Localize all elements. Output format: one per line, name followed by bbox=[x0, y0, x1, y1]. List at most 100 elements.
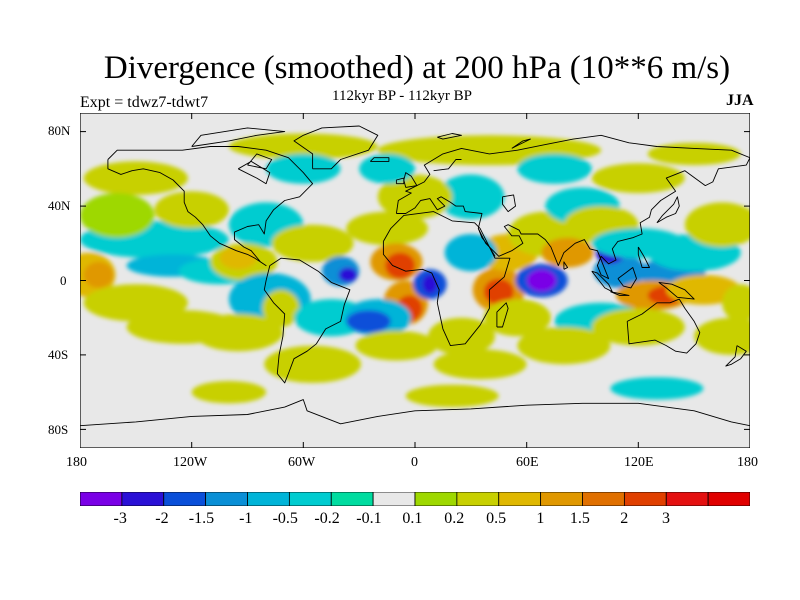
field-cell bbox=[346, 310, 391, 333]
coastline bbox=[477, 228, 496, 257]
field-cell bbox=[591, 308, 685, 346]
field-cell bbox=[526, 269, 557, 292]
field-cell bbox=[541, 237, 594, 268]
field-cell bbox=[338, 267, 358, 283]
field-cell bbox=[271, 224, 354, 262]
coastline bbox=[433, 159, 462, 172]
colorbar-label: -1.5 bbox=[188, 510, 215, 527]
coastline bbox=[395, 177, 405, 185]
colorbar bbox=[80, 492, 750, 506]
colorbar-label: -0.2 bbox=[314, 510, 340, 527]
coastline bbox=[293, 125, 379, 170]
colorbar-label: -1 bbox=[239, 510, 253, 527]
field-cell bbox=[193, 314, 283, 352]
field-cell bbox=[80, 193, 155, 238]
coastline bbox=[656, 196, 680, 224]
coastline bbox=[395, 134, 750, 280]
lat-label-eq: 0 bbox=[60, 273, 67, 288]
colorbar-swatch bbox=[288, 492, 332, 506]
colorbar-swatch bbox=[456, 492, 500, 506]
lon-label-180w: 180 bbox=[66, 455, 87, 470]
colorbar-label: 0.2 bbox=[444, 510, 465, 527]
field-cell bbox=[433, 349, 527, 380]
colorbar-swatch bbox=[665, 492, 709, 506]
coastline bbox=[626, 298, 701, 354]
lon-label-0: 0 bbox=[411, 455, 418, 470]
colorbar-label: -3 bbox=[113, 510, 127, 527]
coastline bbox=[511, 138, 531, 149]
lon-label-60w: 60W bbox=[288, 455, 316, 470]
colorbar-label: -2 bbox=[155, 510, 169, 527]
field-cell bbox=[355, 330, 438, 361]
colorbar-swatches bbox=[80, 492, 750, 506]
coastline bbox=[658, 281, 695, 300]
lon-label-120e: 120E bbox=[624, 455, 654, 470]
field-cell bbox=[437, 174, 505, 220]
coastline bbox=[496, 302, 509, 328]
field-cell bbox=[517, 153, 592, 184]
field-cell bbox=[83, 161, 188, 195]
field-cell bbox=[266, 153, 341, 184]
coastline bbox=[247, 153, 273, 170]
field-cell bbox=[647, 142, 741, 166]
field-cell bbox=[444, 234, 497, 272]
colorbar-label: 0.1 bbox=[402, 510, 423, 527]
colorbar-label: 0.5 bbox=[486, 510, 507, 527]
field-cell bbox=[385, 252, 415, 279]
colorbar-swatch bbox=[247, 492, 290, 506]
colorbar-label: -0.1 bbox=[356, 510, 382, 527]
field-cell bbox=[359, 153, 415, 184]
field-cell bbox=[517, 327, 611, 365]
coastline bbox=[563, 261, 569, 270]
field-cell bbox=[684, 202, 750, 247]
divergence-map bbox=[80, 113, 750, 448]
colorbar-swatch bbox=[372, 492, 416, 506]
field-cell bbox=[483, 278, 514, 305]
coastline bbox=[237, 160, 271, 185]
colorbar-label: 1.5 bbox=[569, 510, 590, 527]
field-cell bbox=[722, 284, 750, 322]
coastline bbox=[80, 399, 750, 427]
coastline bbox=[263, 257, 351, 384]
field-cell bbox=[405, 384, 499, 408]
lon-label-180e: 180 bbox=[737, 455, 758, 470]
colorbar-swatch bbox=[540, 492, 583, 506]
colorbar-swatch bbox=[330, 492, 374, 506]
colorbar-swatch bbox=[163, 492, 207, 506]
season-label: JJA bbox=[726, 92, 754, 109]
field-cell bbox=[694, 317, 750, 355]
field-cell bbox=[191, 381, 267, 404]
field-cell bbox=[610, 377, 704, 400]
coastline bbox=[502, 194, 516, 213]
coastline bbox=[191, 127, 286, 147]
field-cell bbox=[666, 274, 741, 305]
experiment-label: Expt = tdwz7-tdwt7 bbox=[80, 94, 209, 111]
lat-label-40n: 40N bbox=[48, 198, 71, 213]
colorbar-swatch bbox=[80, 492, 123, 506]
field-cell bbox=[346, 211, 428, 246]
field-cell bbox=[262, 289, 300, 327]
field-cell bbox=[377, 174, 453, 220]
coastline bbox=[617, 267, 637, 289]
time-subtitle: 112kyr BP - 112kyr BP bbox=[332, 88, 473, 104]
lon-label-120w: 120W bbox=[173, 455, 208, 470]
colorbar-label: 3 bbox=[662, 510, 670, 527]
coastline bbox=[382, 211, 511, 347]
field-cell bbox=[591, 163, 685, 193]
colorbar-swatch bbox=[707, 492, 750, 506]
coastline bbox=[610, 291, 630, 296]
coastline bbox=[725, 345, 747, 367]
field-cell bbox=[219, 247, 257, 270]
colorbar-swatch bbox=[623, 492, 667, 506]
lat-label-80n: 80N bbox=[48, 123, 71, 138]
field-cell bbox=[154, 191, 229, 229]
field-cell bbox=[428, 317, 495, 355]
field-cell bbox=[422, 274, 438, 294]
coastline bbox=[369, 157, 390, 162]
colorbar-label: 2 bbox=[620, 510, 629, 527]
colorbar-swatch bbox=[498, 492, 542, 506]
field-cell bbox=[83, 261, 114, 288]
colorbar-label: -0.5 bbox=[272, 510, 298, 527]
lat-label-40s: 40S bbox=[48, 347, 69, 362]
plot-title: Divergence (smoothed) at 200 hPa (10**6 … bbox=[103, 50, 731, 86]
